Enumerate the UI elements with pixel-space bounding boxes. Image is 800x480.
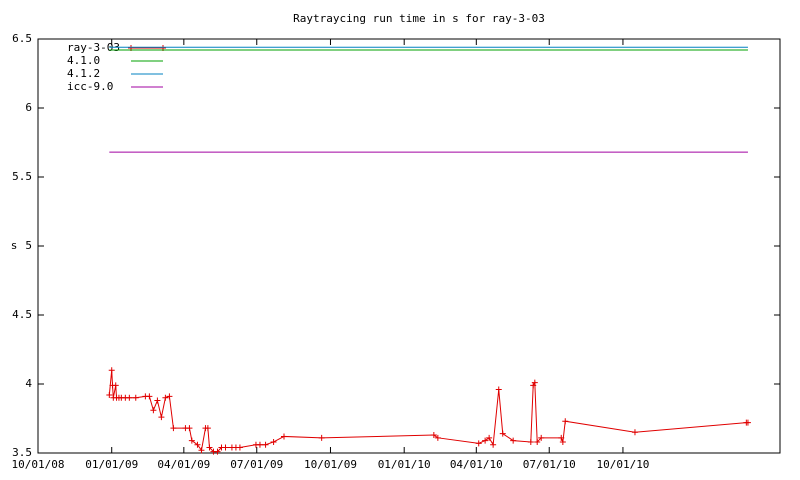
point-marker [490, 441, 497, 448]
plot-frame [37, 38, 781, 454]
series-line [108, 370, 748, 453]
y-tick-label: 5.5 [12, 170, 32, 183]
legend-label: ray-3-03 [67, 41, 120, 54]
point-marker [170, 425, 177, 432]
legend-label: 4.1.2 [67, 67, 100, 80]
y-tick-label: 4 [25, 377, 32, 390]
point-marker [744, 419, 751, 426]
y-tick-label: 4.5 [12, 308, 32, 321]
x-tick-label: 01/01/10 [378, 458, 431, 471]
point-marker [146, 393, 153, 400]
y-axis-label: s [11, 239, 18, 252]
point-marker [559, 438, 566, 445]
point-marker [534, 438, 541, 445]
point-marker [562, 418, 569, 425]
x-tick-label: 04/01/09 [157, 458, 210, 471]
point-marker [214, 448, 221, 455]
point-marker [527, 438, 534, 445]
x-tick-label: 10/01/10 [596, 458, 649, 471]
point-marker [482, 437, 489, 444]
legend-label: icc-9.0 [67, 80, 113, 93]
point-marker [222, 444, 229, 451]
x-tick-label: 10/01/08 [12, 458, 65, 471]
point-marker [531, 379, 538, 386]
y-tick-label: 3.5 [12, 446, 32, 459]
point-marker [108, 367, 115, 374]
point-marker [126, 394, 133, 401]
point-marker [194, 441, 201, 448]
chart-title: Raytraycing run time in s for ray-3-03 [293, 12, 545, 25]
point-marker [475, 440, 482, 447]
point-marker [510, 437, 517, 444]
point-marker [158, 414, 165, 421]
point-marker [486, 434, 493, 441]
point-marker [154, 397, 161, 404]
point-marker [558, 434, 565, 441]
point-marker [495, 386, 502, 393]
point-marker [132, 394, 139, 401]
x-tick-label: 01/01/09 [85, 458, 138, 471]
point-marker [280, 433, 287, 440]
point-marker [262, 441, 269, 448]
y-tick-label: 6.5 [12, 32, 32, 45]
point-marker [188, 437, 195, 444]
point-marker [434, 434, 441, 441]
y-tick-label: 5 [25, 239, 32, 252]
point-marker [162, 394, 169, 401]
x-tick-label: 10/01/09 [304, 458, 357, 471]
point-marker [198, 447, 205, 454]
point-marker [256, 441, 263, 448]
point-marker [106, 392, 113, 399]
point-marker [631, 429, 638, 436]
point-marker [430, 432, 437, 439]
legend-label: 4.1.0 [67, 54, 100, 67]
point-marker [270, 438, 277, 445]
point-marker [538, 434, 545, 441]
point-marker [186, 425, 193, 432]
point-marker [318, 434, 325, 441]
point-marker [204, 425, 211, 432]
y-tick-label: 6 [25, 101, 32, 114]
point-marker [166, 393, 173, 400]
point-marker [499, 430, 506, 437]
point-marker [236, 444, 243, 451]
point-marker [112, 382, 119, 389]
point-marker [206, 444, 213, 451]
point-marker [150, 407, 157, 414]
x-tick-label: 07/01/10 [523, 458, 576, 471]
x-tick-label: 04/01/10 [450, 458, 503, 471]
x-tick-label: 07/01/09 [230, 458, 283, 471]
